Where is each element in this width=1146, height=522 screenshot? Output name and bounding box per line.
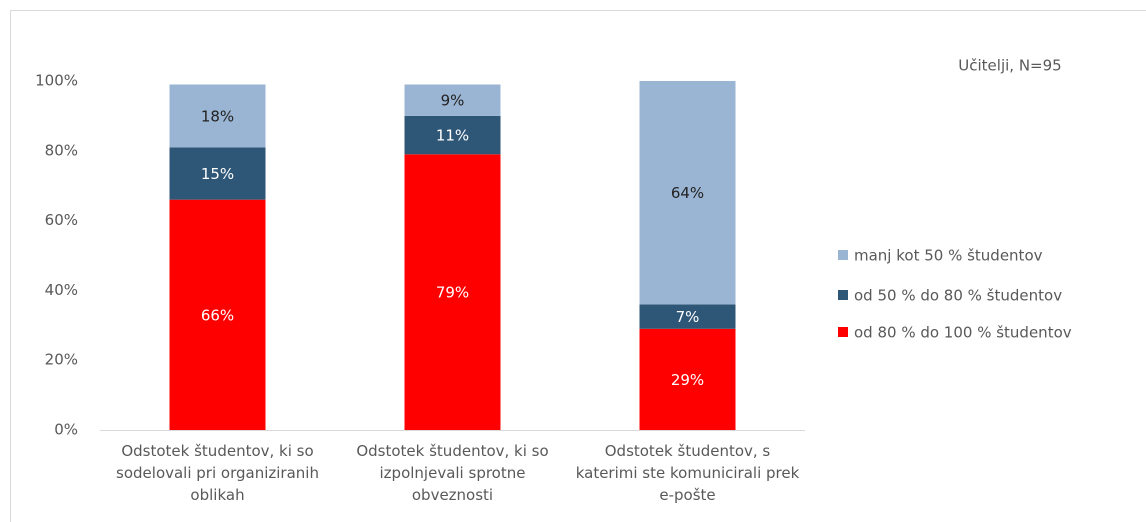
bar-segment [404, 84, 501, 116]
bar-segment [639, 304, 736, 329]
legend-swatch [838, 290, 848, 300]
legend-label: od 80 % do 100 % študentov [854, 324, 1072, 342]
data-label: 11% [436, 127, 469, 145]
x-tick-label: Odstotek študentov, s katerimi ste komun… [575, 442, 800, 504]
legend-label: od 50 % do 80 % študentov [854, 287, 1062, 305]
x-tick-label: Odstotek študentov, ki so sodelovali pri… [116, 442, 319, 504]
y-tick-label: 0% [54, 421, 78, 439]
data-label: 79% [436, 284, 469, 302]
y-tick-label: 40% [45, 281, 78, 299]
bar-segment [404, 115, 501, 155]
data-label: 64% [671, 184, 704, 202]
legend-swatch [838, 250, 848, 260]
annotation: Učitelji, N=95 [958, 57, 1061, 75]
y-tick-label: 20% [45, 351, 78, 369]
bar-segment [639, 328, 736, 430]
bar-segment [169, 199, 266, 430]
data-label: 66% [201, 306, 234, 324]
bar-segment [169, 84, 266, 148]
y-tick-label: 100% [35, 72, 78, 90]
bar-segment [404, 154, 501, 431]
data-label: 29% [671, 371, 704, 389]
y-tick-label: 80% [45, 141, 78, 159]
x-tick-label: Odstotek študentov, ki so izpolnjevali s… [356, 442, 549, 504]
legend-swatch [838, 327, 848, 337]
data-label: 7% [676, 308, 700, 326]
legend-label: manj kot 50 % študentov [854, 247, 1043, 265]
data-label: 15% [201, 165, 234, 183]
bar-segment [639, 81, 736, 305]
bar-segment [169, 147, 266, 200]
data-label: 18% [201, 107, 234, 125]
data-label: 9% [441, 92, 465, 110]
y-tick-label: 60% [45, 211, 78, 229]
frame [10, 10, 1146, 522]
